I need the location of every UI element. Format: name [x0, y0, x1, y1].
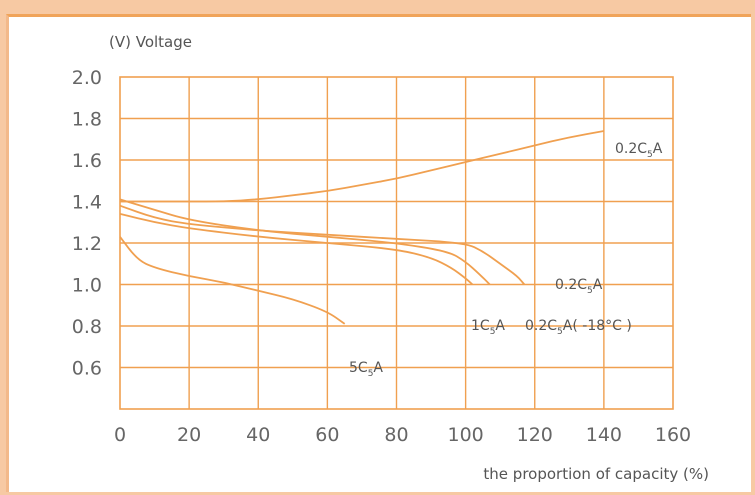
y-tick-label: 0.8 — [72, 316, 102, 338]
series-label-charge: 0.2C5A — [615, 141, 663, 160]
x-axis-title: the proportion of capacity (%) — [483, 465, 709, 483]
x-tick-label: 20 — [177, 424, 201, 446]
series-labels: 0.2C5A 0.2C5A 0.2C5A( -18°C ) 1C5A 5C5A — [349, 141, 663, 379]
y-axis-title: (V) Voltage — [109, 33, 192, 51]
series-label-discharge_1c: 1C5A — [471, 318, 505, 337]
series-label-discharge_02: 0.2C5A — [555, 277, 603, 296]
x-tick-label: 60 — [315, 424, 339, 446]
x-tick-label: 80 — [384, 424, 408, 446]
series-line-discharge_5c — [119, 236, 346, 325]
y-tick-label: 1.4 — [72, 192, 102, 214]
series-label-discharge_cold: 0.2C5A( -18°C ) — [525, 318, 632, 337]
x-tick-label: 40 — [246, 424, 270, 446]
x-axis-ticks: 0 20 40 60 80 100 120 140 160 — [114, 424, 691, 446]
y-tick-label: 1.8 — [72, 109, 102, 131]
series-line-discharge_1c — [119, 213, 474, 286]
series-line-discharge_cold — [119, 198, 491, 286]
series-line-discharge_02 — [119, 204, 526, 286]
series-line-charge — [120, 130, 605, 203]
discharge-curve-chart: 0.6 0.8 1.0 1.2 1.4 1.6 1.8 2.0 0 20 40 60 80 100 120… — [72, 33, 709, 483]
y-tick-label: 2.0 — [72, 67, 102, 89]
x-tick-label: 100 — [447, 424, 483, 446]
x-tick-label: 120 — [517, 424, 553, 446]
y-tick-label: 1.6 — [72, 150, 102, 172]
y-tick-label: 1.0 — [72, 275, 102, 297]
y-tick-label: 0.6 — [72, 358, 102, 380]
x-tick-label: 160 — [655, 424, 691, 446]
x-tick-label: 0 — [114, 424, 126, 446]
series-lines — [119, 130, 605, 325]
y-axis-ticks: 0.6 0.8 1.0 1.2 1.4 1.6 1.8 2.0 — [72, 67, 102, 380]
series-label-discharge_5c: 5C5A — [349, 360, 383, 379]
x-tick-label: 140 — [586, 424, 622, 446]
chart-panel: 0.6 0.8 1.0 1.2 1.4 1.6 1.8 2.0 0 20 40 60 80 100 120… — [6, 14, 751, 492]
y-tick-label: 1.2 — [72, 233, 102, 255]
